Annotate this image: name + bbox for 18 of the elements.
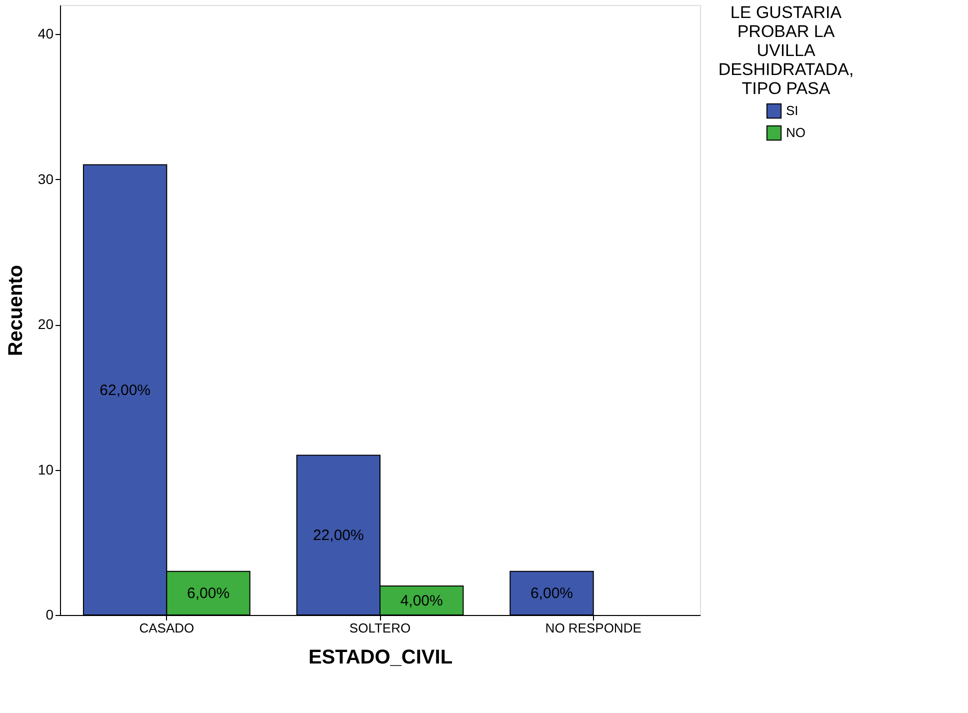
legend-title: LE GUSTARIA PROBAR LA UVILLA DESHIDRATADA, TIPO PASA xyxy=(718,3,854,98)
legend-label: NO xyxy=(786,125,806,140)
annotation: 22,00% xyxy=(312,527,364,544)
y-tick-label: 20 xyxy=(38,316,54,332)
x-tick-label: CASADO xyxy=(139,620,194,636)
x-tick-label: NO RESPONDE xyxy=(545,620,642,636)
y-tick-label: 40 xyxy=(38,26,54,42)
annotation: 6,00% xyxy=(186,585,230,602)
annotation: 62,00% xyxy=(100,382,151,399)
y-tick-label: 10 xyxy=(38,461,54,478)
legend-label: SI xyxy=(786,103,798,118)
annotation: 6,00% xyxy=(530,585,574,602)
annotation: 4,00% xyxy=(400,592,443,610)
y-tick-label: 30 xyxy=(38,170,54,187)
x-axis-title: ESTADO_CIVIL xyxy=(308,646,453,668)
y-axis-title: Recuento xyxy=(4,264,27,356)
x-tick-label: SOLTERO xyxy=(349,620,411,636)
y-tick-label: 0 xyxy=(46,606,54,622)
